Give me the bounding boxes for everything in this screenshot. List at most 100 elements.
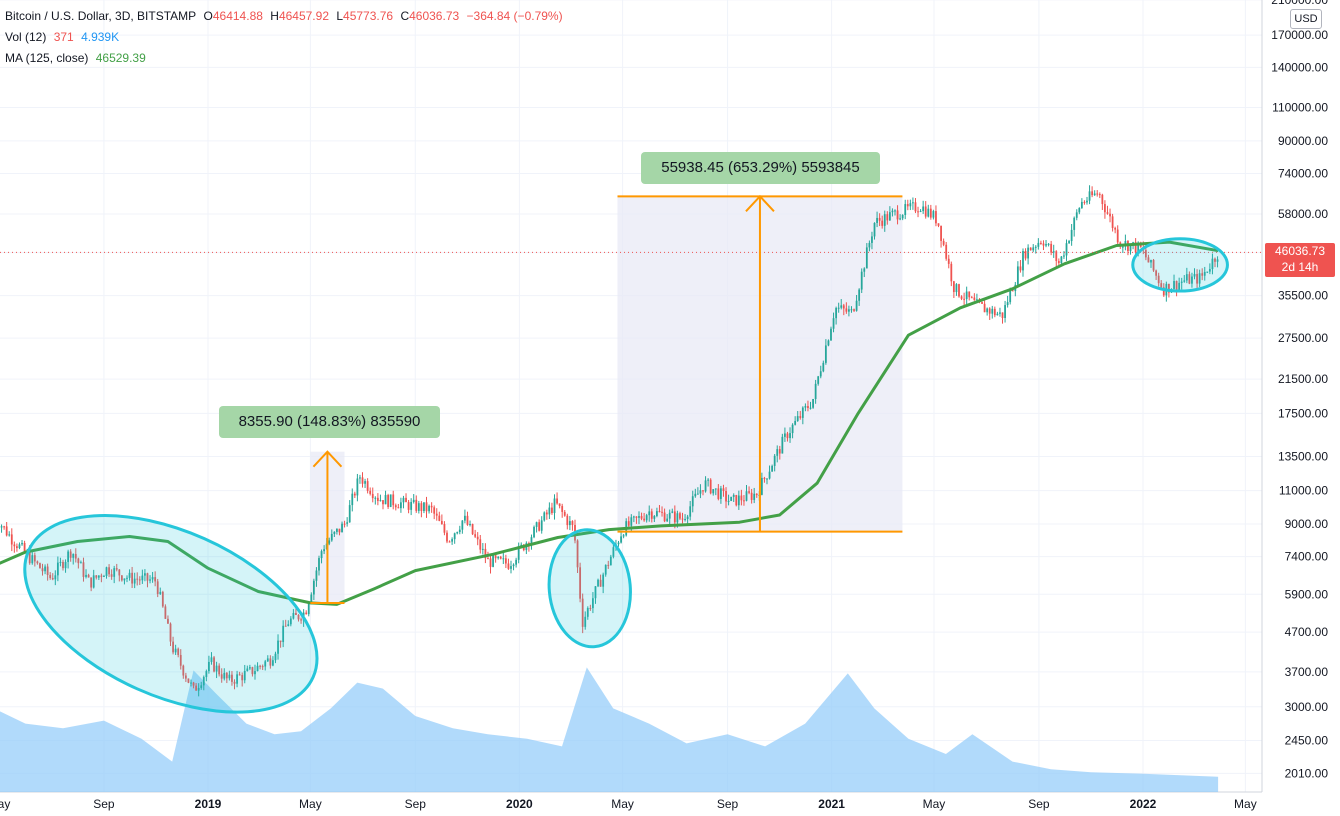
candle-body: [274, 653, 277, 661]
candle-body: [474, 534, 477, 537]
candle-body: [981, 302, 983, 304]
candle-body: [328, 540, 331, 544]
y-tick-label: 21500.00: [1278, 372, 1328, 386]
candle-body: [487, 558, 489, 560]
candle-body: [192, 682, 195, 686]
candle-body: [1173, 280, 1175, 289]
candle-body: [210, 657, 213, 662]
candle-body: [760, 477, 763, 495]
candle-body: [1155, 270, 1158, 276]
candle-body: [87, 574, 90, 578]
candle-body: [90, 577, 93, 588]
candle-body: [1147, 257, 1150, 263]
y-tick-label: 11000.00: [1279, 484, 1328, 498]
currency-button[interactable]: USD: [1290, 9, 1322, 29]
highlight-ellipse-1: [23, 514, 319, 714]
candle-body: [656, 511, 658, 517]
candle-body: [1116, 229, 1119, 243]
candle-body: [919, 211, 922, 213]
candle-body: [807, 406, 809, 408]
candle-body: [968, 291, 971, 298]
candle-body: [64, 561, 67, 569]
candle-body: [1047, 243, 1050, 245]
open-label: O: [203, 9, 213, 23]
candle-body: [901, 214, 904, 219]
candle-body: [364, 481, 366, 484]
candle-body: [315, 570, 318, 581]
candle-body: [243, 671, 246, 681]
candle-body: [799, 416, 802, 418]
candle-body: [597, 579, 599, 587]
candle-body: [871, 236, 873, 243]
candle-body: [868, 242, 871, 248]
candle-body: [161, 591, 164, 607]
candle-body: [292, 612, 295, 619]
candle-body: [74, 553, 77, 559]
candle-body: [510, 566, 512, 569]
highlight-ellipse-2: [547, 528, 632, 649]
candle-body: [453, 533, 456, 540]
candle-body: [49, 574, 52, 579]
y-tick-label: 2450.00: [1285, 733, 1329, 747]
highlight-ellipse-3: [1131, 237, 1229, 293]
candle-body: [988, 308, 991, 314]
candle-body: [722, 488, 725, 492]
candle-body: [863, 268, 866, 272]
candle-body: [31, 555, 34, 564]
ma-label[interactable]: MA (125, close): [5, 51, 89, 65]
symbol-label[interactable]: Bitcoin / U.S. Dollar, 3D, BITSTAMP: [5, 9, 197, 23]
open-value: 46414.88: [212, 9, 263, 23]
candle-body: [837, 307, 840, 309]
candle-body: [21, 542, 23, 545]
candle-body: [538, 522, 541, 531]
bar-countdown: 2d 14h: [1281, 260, 1319, 274]
candle-body: [149, 579, 151, 581]
volume-value-a: 371: [53, 30, 74, 44]
candle-body: [118, 569, 121, 576]
candle-body: [44, 566, 46, 572]
candle-body: [131, 572, 134, 584]
candle-body: [392, 494, 395, 506]
candle-body: [679, 513, 681, 519]
candle-body: [1001, 312, 1004, 318]
candle-body: [1009, 290, 1012, 303]
candle-body: [1040, 242, 1042, 244]
candle-body: [865, 247, 868, 269]
candle-body: [264, 661, 267, 667]
volume-label[interactable]: Vol (12): [5, 30, 47, 44]
candle-body: [297, 614, 300, 620]
x-tick-label: 2020: [506, 797, 533, 811]
low-label: L: [336, 9, 344, 23]
candle-body: [69, 551, 72, 558]
candle-body: [353, 493, 356, 496]
candle-body: [343, 523, 346, 525]
candle-body: [699, 490, 702, 494]
candle-body: [630, 517, 633, 526]
candle-body: [1052, 251, 1055, 253]
candle-body: [753, 493, 756, 500]
candle-body: [489, 558, 492, 567]
candle-body: [471, 524, 474, 535]
measure-label-1[interactable]: 8355.90 (148.83%) 835590: [219, 406, 440, 438]
candle-body: [814, 383, 817, 399]
candle-body: [517, 546, 520, 560]
candle-body: [5, 526, 8, 536]
candle-body: [663, 512, 666, 522]
measure-label-2[interactable]: 55938.45 (653.29%) 5593845: [641, 152, 880, 184]
candle-body: [553, 498, 556, 514]
candle-body: [1198, 273, 1201, 284]
candle-body: [369, 490, 372, 494]
candle-body: [95, 575, 98, 578]
candle-body: [1088, 191, 1091, 201]
candle-body: [307, 603, 310, 615]
candle-body: [947, 258, 950, 264]
candle-body: [1098, 194, 1101, 196]
candle-body: [251, 667, 254, 675]
measure-arrowhead-2: [745, 194, 775, 213]
candle-body: [917, 211, 919, 213]
y-tick-label: 90000.00: [1278, 134, 1328, 148]
candle-body: [784, 433, 786, 437]
candle-body: [215, 665, 218, 672]
